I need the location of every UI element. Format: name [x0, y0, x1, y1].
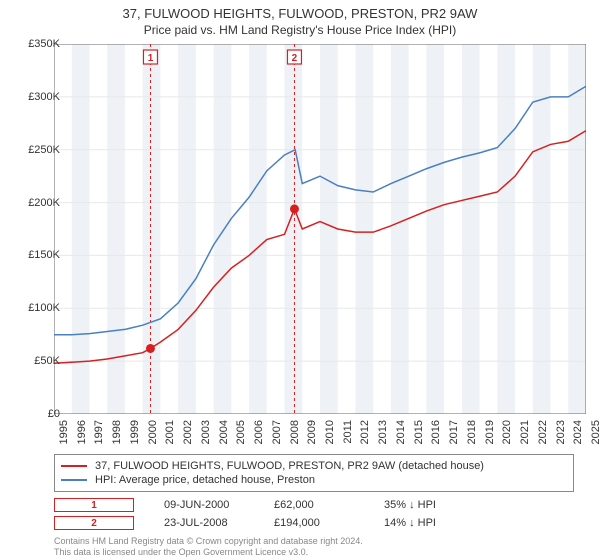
x-tick-label: 2011	[342, 420, 354, 444]
x-tick-label: 2024	[572, 420, 584, 444]
footer-line-1: Contains HM Land Registry data © Crown c…	[54, 536, 363, 547]
y-tick-label: £300K	[10, 91, 60, 103]
marker-price: £62,000	[274, 499, 354, 511]
legend: 37, FULWOOD HEIGHTS, FULWOOD, PRESTON, P…	[54, 454, 574, 492]
x-tick-label: 2000	[147, 420, 159, 444]
marker-delta: 35% ↓ HPI	[384, 499, 464, 511]
x-tick-label: 2010	[324, 420, 336, 444]
x-tick-label: 2016	[430, 420, 442, 444]
x-tick-label: 2005	[235, 420, 247, 444]
y-tick-label: £250K	[10, 144, 60, 156]
x-tick-label: 2013	[377, 420, 389, 444]
x-tick-label: 1999	[129, 420, 141, 444]
svg-text:1: 1	[148, 53, 154, 64]
footer: Contains HM Land Registry data © Crown c…	[54, 536, 363, 558]
y-tick-label: £0	[10, 408, 60, 420]
y-tick-label: £200K	[10, 197, 60, 209]
marker-badge: 1	[54, 498, 134, 512]
sale-marker-row: 1 09-JUN-2000 £62,000 35% ↓ HPI	[54, 498, 464, 512]
marker-date: 09-JUN-2000	[164, 499, 244, 511]
legend-label: HPI: Average price, detached house, Pres…	[95, 474, 315, 486]
x-tick-label: 2009	[306, 420, 318, 444]
x-tick-label: 2002	[182, 420, 194, 444]
y-tick-label: £350K	[10, 38, 60, 50]
chart-container: 37, FULWOOD HEIGHTS, FULWOOD, PRESTON, P…	[0, 0, 600, 560]
x-tick-label: 2007	[271, 420, 283, 444]
marker-price: £194,000	[274, 517, 354, 529]
x-tick-label: 2017	[448, 420, 460, 444]
x-tick-label: 2025	[590, 420, 600, 444]
marker-delta: 14% ↓ HPI	[384, 517, 464, 529]
x-tick-label: 2015	[413, 420, 425, 444]
x-tick-label: 2021	[519, 420, 531, 444]
x-tick-label: 2003	[200, 420, 212, 444]
svg-text:2: 2	[292, 53, 298, 64]
y-tick-label: £150K	[10, 249, 60, 261]
footer-line-2: This data is licensed under the Open Gov…	[54, 547, 363, 558]
sale-marker-row: 2 23-JUL-2008 £194,000 14% ↓ HPI	[54, 516, 464, 530]
marker-date: 23-JUL-2008	[164, 517, 244, 529]
chart-subtitle: Price paid vs. HM Land Registry's House …	[0, 21, 600, 41]
x-tick-label: 2006	[253, 420, 265, 444]
x-tick-label: 2012	[359, 420, 371, 444]
marker-badge: 2	[54, 516, 134, 530]
x-tick-label: 1998	[111, 420, 123, 444]
legend-swatch	[61, 479, 87, 481]
x-tick-label: 2001	[164, 420, 176, 444]
legend-label: 37, FULWOOD HEIGHTS, FULWOOD, PRESTON, P…	[95, 460, 484, 472]
sale-markers-table: 1 09-JUN-2000 £62,000 35% ↓ HPI 2 23-JUL…	[54, 498, 464, 534]
x-tick-label: 1995	[58, 420, 70, 444]
chart-svg: 12	[54, 44, 586, 414]
x-tick-label: 2020	[501, 420, 513, 444]
x-tick-label: 2008	[289, 420, 301, 444]
x-tick-label: 2018	[466, 420, 478, 444]
x-tick-label: 2004	[218, 420, 230, 444]
x-tick-label: 1997	[93, 420, 105, 444]
y-tick-label: £50K	[10, 355, 60, 367]
x-tick-label: 2022	[537, 420, 549, 444]
x-tick-label: 2023	[555, 420, 567, 444]
x-tick-label: 2019	[484, 420, 496, 444]
x-tick-label: 1996	[76, 420, 88, 444]
chart-area: 12	[54, 44, 586, 414]
chart-title: 37, FULWOOD HEIGHTS, FULWOOD, PRESTON, P…	[0, 0, 600, 21]
legend-item: HPI: Average price, detached house, Pres…	[61, 473, 567, 487]
legend-swatch	[61, 465, 87, 467]
x-tick-label: 2014	[395, 420, 407, 444]
legend-item: 37, FULWOOD HEIGHTS, FULWOOD, PRESTON, P…	[61, 459, 567, 473]
y-tick-label: £100K	[10, 302, 60, 314]
